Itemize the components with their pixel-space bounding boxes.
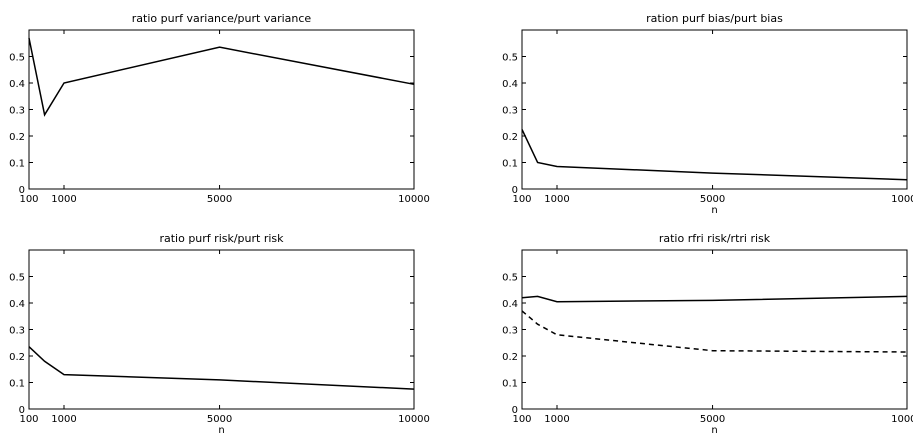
x-tick-label: 5000 xyxy=(207,194,232,205)
x-tick-label: 100 xyxy=(19,414,38,425)
y-tick-label: 0.3 xyxy=(9,326,25,337)
y-tick-label: 0.1 xyxy=(502,379,518,390)
y-tick-label: 0.4 xyxy=(9,79,25,90)
x-tick-label: 100 xyxy=(19,194,38,205)
x-tick-label: 1000 xyxy=(544,414,569,425)
chart-panel-1: ratio purf variance/purt variance 0 0.1 0.2… xyxy=(9,12,430,205)
plot-frame xyxy=(28,249,415,410)
series-line-1 xyxy=(28,37,415,117)
chart-title: ration purf bias/purt bias xyxy=(646,12,783,25)
y-tick-label: 0.4 xyxy=(502,299,518,310)
chart-panel-2: ration purf bias/purt bias 0 0.1 0.2 0.3 0.4 0… xyxy=(502,12,913,216)
y-tick-label: 0 xyxy=(19,405,25,416)
y-tick-label: 0.1 xyxy=(9,379,25,390)
y-tick-label: 0 xyxy=(512,405,518,416)
series-line-1 xyxy=(28,346,415,390)
x-tick-label: 1000 xyxy=(544,194,569,205)
chart-title: ratio rfri risk/rtri risk xyxy=(659,232,771,245)
x-axis-label: n xyxy=(711,425,717,436)
y-tick-label: 0.2 xyxy=(502,352,518,363)
y-tick-label: 0.4 xyxy=(9,299,25,310)
series-line-2 xyxy=(521,310,908,353)
x-tick-label: 10000 xyxy=(891,414,913,425)
chart-panel-3: ratio purf risk/purt risk 0 0.1 0.2 0.3 0.4 0.… xyxy=(9,232,430,436)
x-axis-label: n xyxy=(218,425,224,436)
series-line-1 xyxy=(521,129,908,181)
chart-title: ratio purf risk/purt risk xyxy=(159,232,284,245)
x-tick-label: 5000 xyxy=(700,414,725,425)
y-tick-label: 0.2 xyxy=(502,132,518,143)
chart-panel-4: ratio rfri risk/rtri risk 0 0.1 0.2 0.3 0.4 0.… xyxy=(502,232,913,436)
x-tick-label: 10000 xyxy=(891,194,913,205)
plot-frame xyxy=(521,249,908,410)
y-tick-label: 0.5 xyxy=(9,53,25,64)
y-tick-label: 0.5 xyxy=(9,273,25,284)
series-line-1 xyxy=(521,295,908,303)
y-tick-label: 0.4 xyxy=(502,79,518,90)
chart-title: ratio purf variance/purt variance xyxy=(132,12,312,25)
y-tick-label: 0 xyxy=(19,185,25,196)
y-tick-label: 0.2 xyxy=(9,132,25,143)
y-tick-label: 0.3 xyxy=(502,326,518,337)
plot-frame xyxy=(28,29,415,190)
y-tick-label: 0.3 xyxy=(9,106,25,117)
x-tick-label: 100 xyxy=(512,194,531,205)
y-tick-label: 0.1 xyxy=(9,159,25,170)
x-tick-label: 10000 xyxy=(398,194,430,205)
x-tick-label: 5000 xyxy=(207,414,232,425)
x-tick-label: 1000 xyxy=(51,414,76,425)
y-tick-label: 0 xyxy=(512,185,518,196)
x-axis-label: n xyxy=(711,205,717,216)
x-tick-label: 5000 xyxy=(700,194,725,205)
plot-frame xyxy=(521,29,908,190)
y-tick-label: 0.2 xyxy=(9,352,25,363)
x-tick-label: 1000 xyxy=(51,194,76,205)
x-tick-label: 100 xyxy=(512,414,531,425)
y-tick-label: 0.5 xyxy=(502,273,518,284)
y-tick-label: 0.3 xyxy=(502,106,518,117)
y-tick-label: 0.1 xyxy=(502,159,518,170)
y-tick-label: 0.5 xyxy=(502,53,518,64)
x-tick-label: 10000 xyxy=(398,414,430,425)
